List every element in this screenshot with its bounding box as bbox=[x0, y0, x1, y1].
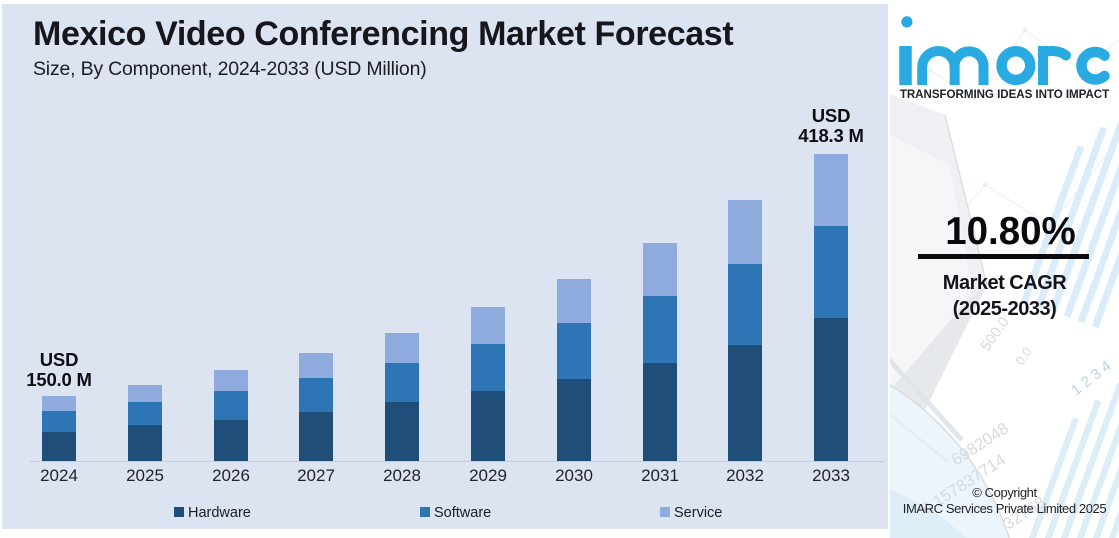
svg-text:0.0: 0.0 bbox=[1012, 344, 1035, 367]
svg-text:1 2 3 4: 1 2 3 4 bbox=[1068, 358, 1115, 400]
